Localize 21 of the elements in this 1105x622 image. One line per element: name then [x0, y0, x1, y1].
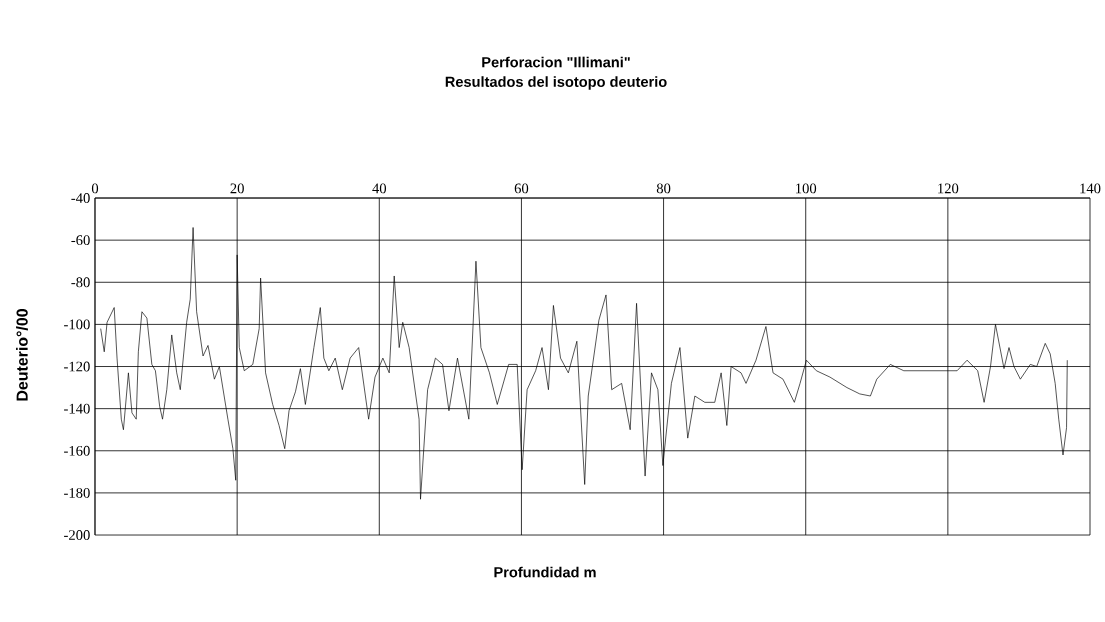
x-tick-label: 0	[91, 183, 99, 194]
chart-title: Perforacion "Illimani"	[482, 56, 630, 68]
x-tick-label: 40	[372, 183, 387, 194]
chart-subtitle: Resultados del isotopo deuterio	[445, 76, 667, 90]
y-tick-label: -40	[71, 193, 90, 203]
x-tick-label: 100	[796, 183, 817, 194]
x-tick-label: 80	[656, 183, 671, 194]
y-tick-label: -60	[71, 235, 90, 246]
y-tick-label: -140	[64, 403, 90, 414]
x-tick-label: 120	[938, 183, 959, 194]
x-tick-label: 140	[1080, 183, 1101, 194]
x-axis-title: Profundidad m	[494, 566, 596, 578]
y-tick-label: -200	[64, 530, 90, 540]
x-tick-label: 60	[514, 183, 529, 194]
y-tick-label: -100	[64, 319, 90, 330]
y-tick-label: -120	[64, 361, 90, 372]
y-tick-label: -180	[64, 487, 90, 498]
y-tick-label: -160	[64, 445, 90, 456]
y-tick-label: -80	[71, 277, 90, 288]
y-axis-title: Deuterio°/00	[16, 309, 28, 401]
x-tick-label: 20	[230, 183, 244, 194]
